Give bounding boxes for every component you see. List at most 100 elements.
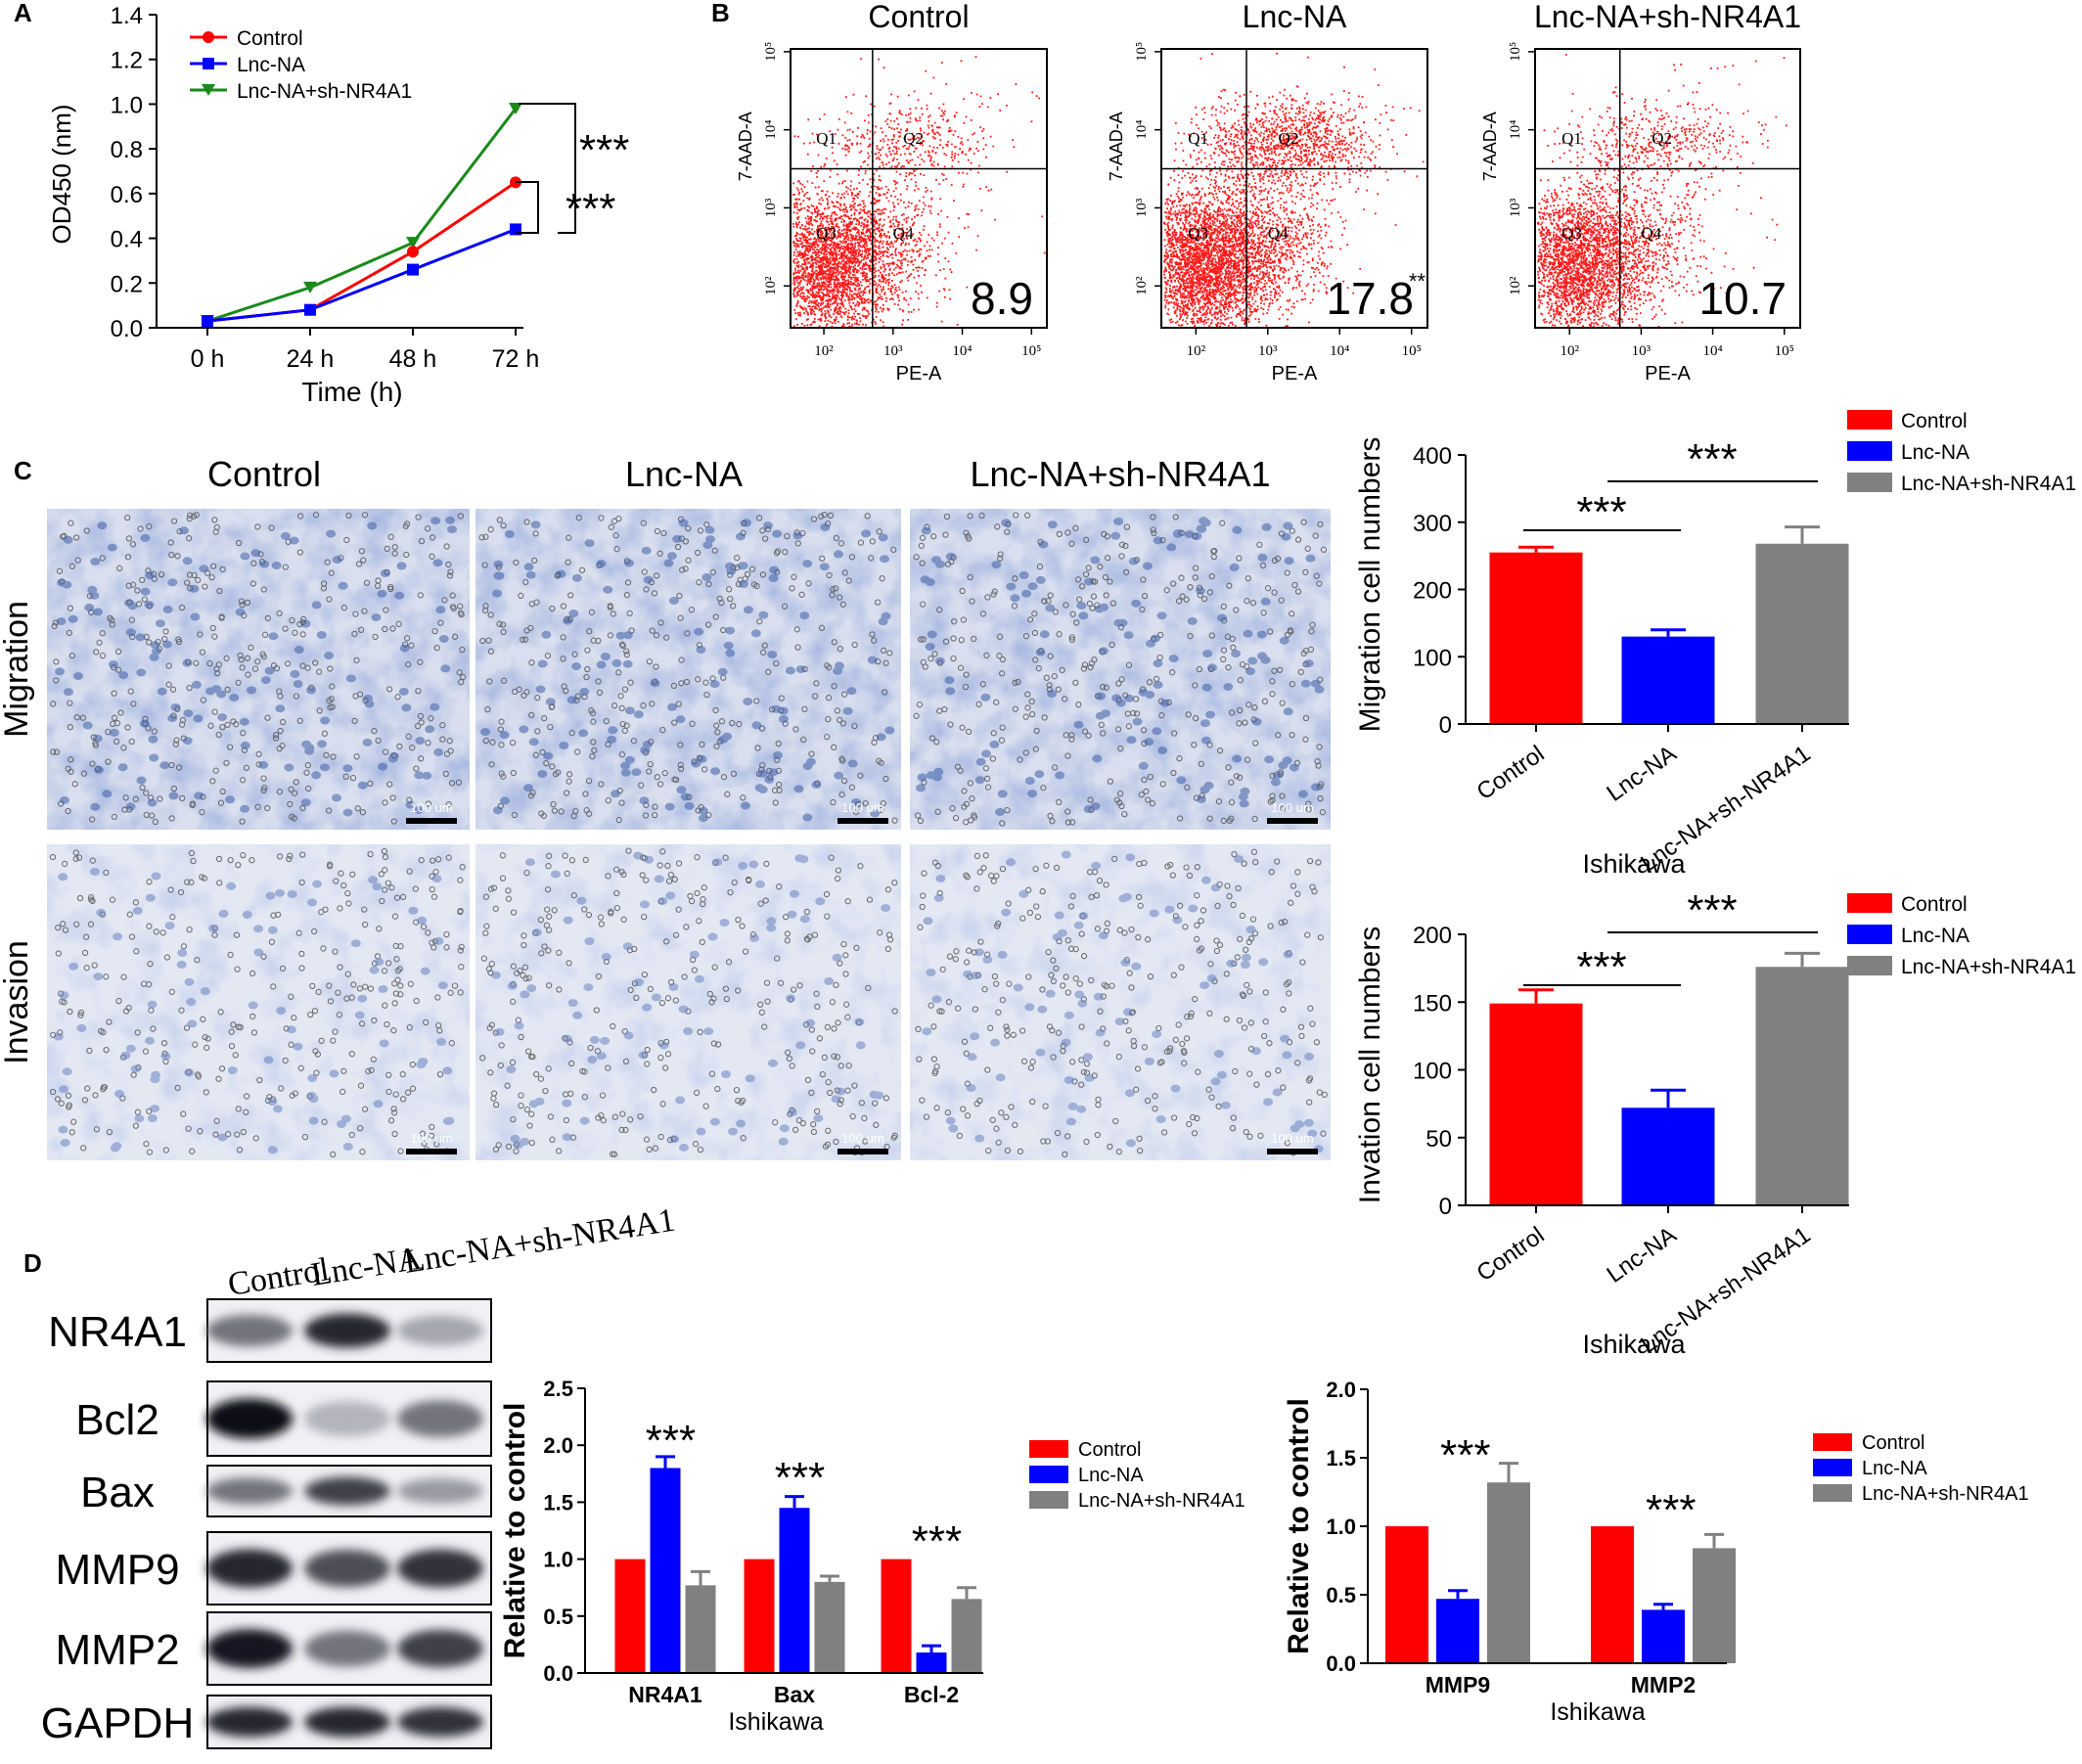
d-protein-label: Bcl2: [75, 1396, 159, 1444]
b-ytick-label: 10⁴: [763, 120, 779, 140]
ytick-label: 2.5: [543, 1377, 573, 1401]
d-band: [304, 1401, 390, 1436]
d-protein-label: MMP9: [55, 1546, 179, 1594]
bar-0: [1489, 1003, 1583, 1205]
ytick-label: 0.0: [543, 1661, 573, 1686]
d-band: [304, 1706, 390, 1738]
legend-swatch: [1813, 1433, 1852, 1451]
a-xtick-label: 48 h: [389, 345, 437, 373]
b-xtick-label: 10²: [1560, 343, 1579, 359]
c-micrograph-stain: [910, 844, 1331, 1160]
b-quadrant-label: Q3: [816, 224, 837, 243]
b-xtick-label: 10²: [1187, 343, 1206, 359]
ytick-label: 400: [1413, 443, 1452, 470]
b-xtick-label: 10⁴: [1330, 343, 1349, 359]
d-band: [397, 1477, 483, 1505]
ytick-label: 2.0: [1326, 1378, 1356, 1402]
b-x-axis-label: PE-A: [896, 363, 942, 384]
a-ytick-label: 0.6: [111, 182, 143, 208]
bar-MMP2-0: [1591, 1526, 1634, 1663]
a-ytick-label: 0.0: [111, 316, 143, 342]
c-row-label: Migration: [0, 601, 35, 738]
b-ytick-label: 10³: [763, 198, 779, 217]
bar-NR4A1-1: [650, 1468, 681, 1673]
b-quadrant-label: Q4: [893, 224, 914, 243]
legend-label: Lnc-NA: [1901, 925, 1969, 947]
d-protein-label: Bax: [80, 1469, 155, 1516]
relative-expression-chart-apoptosis: 0.0 0.5 1.0 1.5 2.0 2.5 NR4A1 *** Bax *** Bcl-2 ***…: [499, 1377, 1245, 1736]
a-point-control: [407, 246, 419, 258]
a-legend-label: Control: [237, 27, 303, 50]
b-plot-frame: [1534, 48, 1801, 329]
a-xtick-label: 72 h: [492, 345, 540, 373]
legend-label: Lnc-NA: [1862, 1458, 1927, 1479]
b-quadrant-label: Q3: [1188, 224, 1208, 243]
d-band: [304, 1630, 390, 1667]
b-ytick-label: 10²: [1134, 276, 1150, 295]
ytick-label: 150: [1413, 990, 1452, 1017]
c-scale-bar-label: 100 um: [841, 1131, 883, 1146]
significance-label: ***: [1576, 943, 1626, 991]
legend-swatch: [1847, 893, 1892, 913]
a-series-line-2: [206, 108, 518, 323]
ytick-label: 1.0: [1326, 1515, 1356, 1539]
legend-label: Lnc-NA+sh-NR4A1: [1901, 473, 2076, 495]
bar-NR4A1-0: [614, 1559, 646, 1673]
a-legend-label: Lnc-NA: [237, 54, 305, 76]
b-quadrant-label: Q1: [816, 129, 837, 148]
d-band: [397, 1315, 483, 1346]
ytick-label: 200: [1413, 578, 1452, 605]
b-x-axis-label: PE-A: [1272, 363, 1318, 384]
ytick-label: 1.5: [1326, 1446, 1356, 1470]
bar-0: [1489, 552, 1583, 724]
ytick-label: 100: [1413, 645, 1452, 671]
ytick-label: 0: [1439, 712, 1452, 739]
ytick-label: 1.5: [543, 1490, 573, 1515]
b-ytick-label: 10⁵: [1508, 42, 1523, 62]
c-row-label: Invasion: [0, 940, 35, 1064]
a-x-label: Time (h): [301, 377, 402, 407]
y-axis-label: Invation cell numbers: [1354, 927, 1386, 1203]
b-ytick-label: 10²: [763, 276, 779, 295]
bar-MMP9-2: [1487, 1482, 1530, 1663]
c-scale-bar: [1267, 1149, 1318, 1154]
legend-swatch: [1847, 925, 1892, 944]
b-percent-value: 8.9: [971, 273, 1033, 324]
b-xtick-label: 10⁴: [952, 343, 972, 359]
xtick-label: Bax: [774, 1682, 815, 1707]
b-percent-value: 10.7: [1698, 273, 1787, 324]
significance-label: ***: [1646, 1486, 1696, 1534]
d-band: [304, 1476, 390, 1506]
b-y-axis-label: 7-AAD-A: [1107, 112, 1126, 181]
c-membrane-pores: [50, 512, 467, 826]
d-protein-label: MMP2: [55, 1626, 179, 1674]
b-ytick-label: 10⁵: [763, 42, 779, 62]
xtick-label: MMP2: [1631, 1672, 1696, 1697]
b-xtick-label: 10³: [1632, 343, 1652, 359]
bar-Bax-1: [779, 1508, 810, 1673]
b-quadrant-label: Q1: [1188, 129, 1208, 148]
western-blot: ControlLnc-NALnc-NA+sh-NR4A1NR4A1Bcl2Bax…: [41, 1202, 678, 1749]
relative-expression-chart-mmp: 0.0 0.5 1.0 1.5 2.0 MMP9 *** MMP2 *** Relative to…: [1283, 1378, 2029, 1726]
bar-MMP2-1: [1642, 1609, 1685, 1663]
significance-label: ***: [1576, 488, 1626, 536]
d-band: [206, 1477, 293, 1505]
c-micrograph-stain: [47, 844, 470, 1160]
b-scatter-points: [1163, 52, 1425, 328]
bar-Bcl-2-2: [951, 1599, 982, 1673]
legend-label: Lnc-NA: [1901, 441, 1969, 464]
ytick-label: 100: [1413, 1059, 1452, 1085]
a-ytick-label: 0.8: [111, 137, 143, 163]
bar-Bcl-2-0: [881, 1559, 912, 1673]
b-ytick-label: 10³: [1134, 198, 1150, 217]
b-quadrant-label: Q4: [1641, 224, 1661, 243]
ytick-label: 50: [1426, 1126, 1452, 1153]
c-column-title: Lnc-NA+sh-NR4A1: [970, 454, 1270, 494]
b-scatter-points: [792, 56, 1046, 328]
d-band: [206, 1398, 293, 1439]
d-protein-label: GAPDH: [41, 1699, 194, 1747]
b-xtick-label: 10⁴: [1702, 343, 1722, 359]
b-xtick-label: 10²: [814, 343, 834, 359]
d-band: [397, 1629, 483, 1668]
c-cell-nuclei: [490, 851, 891, 1152]
